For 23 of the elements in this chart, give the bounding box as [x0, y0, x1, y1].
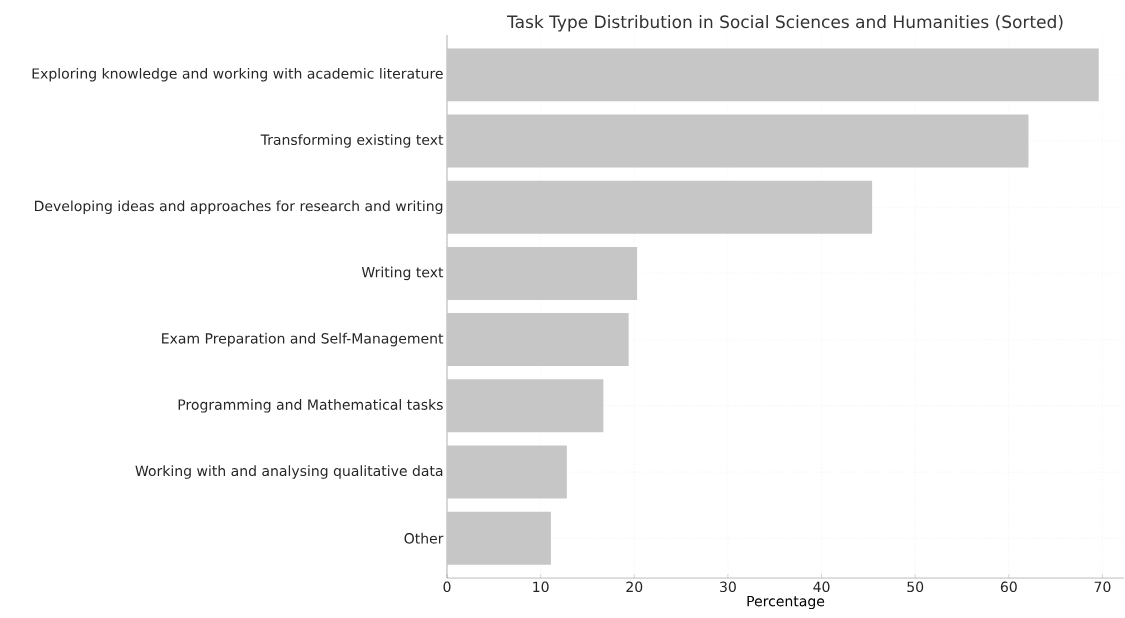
x-tick-label: 10 — [533, 581, 549, 593]
y-tick-label: Exam Preparation and Self-Management — [162, 332, 444, 347]
y-tick-label: Working with and analysing qualitative data — [135, 465, 443, 479]
x-tick-label: 50 — [907, 581, 924, 593]
y-tick-label: Other — [404, 532, 444, 544]
x-tick-label: 70 — [1094, 581, 1111, 593]
x-tick-label: 40 — [813, 581, 830, 593]
x-tick-label: 0 — [443, 581, 451, 593]
bar — [447, 48, 1099, 102]
chart-title: Task Type Distribution in Social Sciences and Humanities (Sorted) — [507, 15, 1063, 32]
bar — [447, 114, 1029, 168]
y-tick-label: Writing text — [361, 266, 444, 281]
y-tick-label: Programming and Mathematical tasks — [178, 399, 443, 413]
y-tick-label: Transforming existing text — [260, 134, 444, 148]
x-tick-label: 30 — [720, 581, 736, 593]
bar — [447, 445, 567, 499]
y-tick-label: Developing ideas and approaches for research and writing — [35, 200, 443, 214]
x-tick-label: 20 — [626, 581, 643, 593]
x-axis-title: Percentage — [747, 595, 825, 610]
y-tick-label: Exploring knowledge and working with academic literature — [32, 67, 443, 82]
bar — [447, 180, 873, 234]
bar — [447, 379, 604, 433]
x-tick-label: 60 — [1000, 581, 1017, 593]
